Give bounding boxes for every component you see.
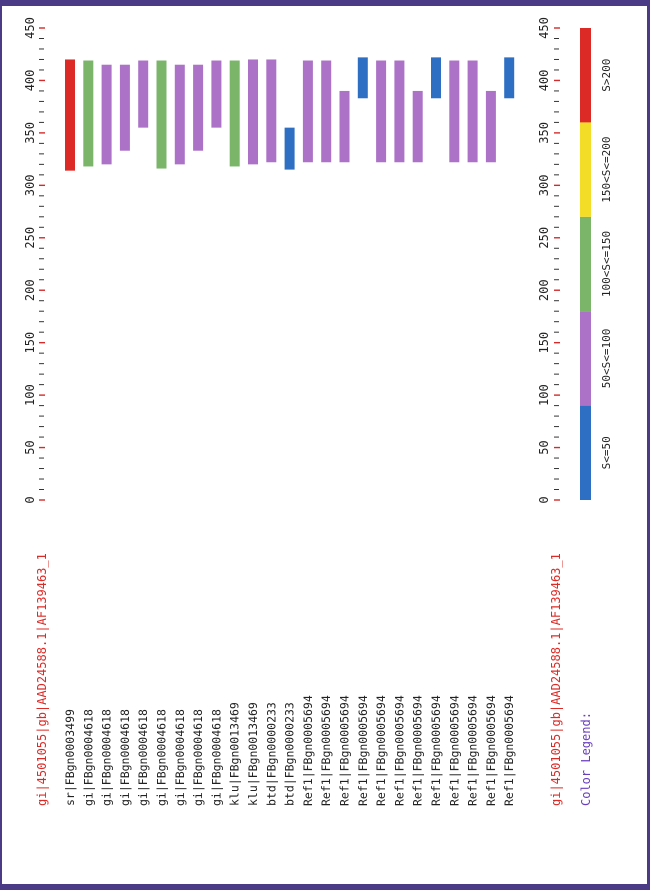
hit-bar bbox=[412, 90, 423, 163]
top-axis-tick-label: 350 bbox=[23, 122, 37, 144]
hit-bar bbox=[394, 60, 405, 163]
bottom-axis-tick-label: 250 bbox=[537, 227, 551, 249]
hit-bar bbox=[339, 90, 350, 163]
hit-label: btd|FBgn0000233 bbox=[264, 702, 278, 806]
hit-label: gi|FBgn0004618 bbox=[136, 709, 150, 806]
query-label: gi|4501055|gb|AAD24588.1|AF139463_1 bbox=[35, 553, 49, 806]
hit-bar bbox=[119, 64, 130, 151]
bottom-axis-tick-label: 350 bbox=[537, 122, 551, 144]
hit-label: Ref1|FBgn0005694 bbox=[466, 695, 480, 806]
hit-label: Ref1|FBgn0005694 bbox=[301, 695, 315, 806]
bottom-axis-tick-label: 200 bbox=[537, 279, 551, 301]
bottom-axis-tick-label: 450 bbox=[537, 17, 551, 39]
bottom-axis-tick-label: 100 bbox=[537, 384, 551, 406]
bottom-axis-tick-label: 50 bbox=[537, 440, 551, 454]
legend-swatch bbox=[580, 28, 591, 123]
hit-bar bbox=[376, 60, 387, 163]
hit-bar bbox=[193, 64, 204, 151]
legend-swatch bbox=[580, 405, 591, 500]
hit-bar bbox=[83, 60, 94, 167]
bottom-axis-tick-label: 150 bbox=[537, 332, 551, 354]
legend-swatch bbox=[580, 122, 591, 217]
legend-label: S>200 bbox=[600, 59, 613, 92]
hit-label: gi|FBgn0004618 bbox=[118, 709, 132, 806]
hit-bar bbox=[485, 90, 496, 163]
top-axis-tick-label: 0 bbox=[23, 496, 37, 503]
hit-label: gi|FBgn0004618 bbox=[173, 709, 187, 806]
hit-bar bbox=[65, 59, 75, 171]
bottom-axis-tick-label: 0 bbox=[537, 496, 551, 503]
top-axis-tick-label: 400 bbox=[23, 70, 37, 92]
hit-bar bbox=[431, 57, 441, 99]
query-label-bottom: gi|4501055|gb|AAD24588.1|AF139463_1 bbox=[549, 553, 563, 806]
legend-label: 50<S<=100 bbox=[600, 329, 613, 389]
top-axis-tick-label: 250 bbox=[23, 227, 37, 249]
hit-bar bbox=[449, 60, 460, 163]
hit-label: btd|FBgn0000233 bbox=[283, 702, 297, 806]
hit-bar bbox=[302, 60, 313, 163]
hit-label: gi|FBgn0004618 bbox=[155, 709, 169, 806]
top-axis-tick-label: 100 bbox=[23, 384, 37, 406]
top-axis-tick-label: 450 bbox=[23, 17, 37, 39]
legend-swatch bbox=[580, 216, 591, 312]
hit-bar bbox=[321, 60, 332, 163]
hit-label: Ref1|FBgn0005694 bbox=[411, 695, 425, 806]
hit-bar bbox=[138, 60, 149, 128]
hit-label: sr|FBgn0003499 bbox=[63, 709, 77, 806]
hit-bar bbox=[211, 60, 222, 128]
hit-bar bbox=[156, 60, 167, 169]
hit-label: Ref1|FBgn0005694 bbox=[484, 695, 498, 806]
hit-label: Ref1|FBgn0005694 bbox=[338, 695, 352, 806]
hit-label: Ref1|FBgn0005694 bbox=[356, 695, 370, 806]
legend-label: 100<S<=150 bbox=[600, 231, 613, 297]
hit-bar bbox=[248, 59, 258, 165]
legend-title: Color Legend: bbox=[579, 712, 593, 806]
hit-label: gi|FBgn0004618 bbox=[81, 709, 95, 806]
hit-label: Ref1|FBgn0005694 bbox=[392, 695, 406, 806]
hit-bar bbox=[101, 64, 112, 165]
hit-label: gi|FBgn0004618 bbox=[191, 709, 205, 806]
hit-label: gi|FBgn0004618 bbox=[100, 709, 114, 806]
hit-bar bbox=[467, 60, 478, 163]
hit-label: Ref1|FBgn0005694 bbox=[374, 695, 388, 806]
legend-label: 150<S<=200 bbox=[600, 136, 613, 202]
legend-label: S<=50 bbox=[600, 436, 613, 469]
hit-bar bbox=[229, 60, 240, 167]
bottom-axis-tick-label: 300 bbox=[537, 174, 551, 196]
top-axis-tick-label: 200 bbox=[23, 279, 37, 301]
top-axis-tick-label: 300 bbox=[23, 174, 37, 196]
hit-label: Ref1|FBgn0005694 bbox=[319, 695, 333, 806]
hit-label: Ref1|FBgn0005694 bbox=[429, 695, 443, 806]
hit-bar bbox=[284, 127, 295, 170]
bottom-axis-tick-label: 400 bbox=[537, 70, 551, 92]
hit-label: Ref1|FBgn0005694 bbox=[447, 695, 461, 806]
top-axis-tick-label: 50 bbox=[23, 440, 37, 454]
hit-label: klu|FBgn0013469 bbox=[246, 702, 260, 806]
hit-label: klu|FBgn0013469 bbox=[228, 702, 242, 806]
hit-bar bbox=[357, 57, 368, 99]
hit-label: Ref1|FBgn0005694 bbox=[502, 695, 516, 806]
hit-bar bbox=[504, 57, 515, 99]
hit-bar bbox=[174, 64, 185, 165]
top-axis-tick-label: 150 bbox=[23, 332, 37, 354]
hit-bar bbox=[266, 59, 277, 163]
legend-swatch bbox=[580, 311, 591, 406]
hit-label: gi|FBgn0004618 bbox=[209, 709, 223, 806]
